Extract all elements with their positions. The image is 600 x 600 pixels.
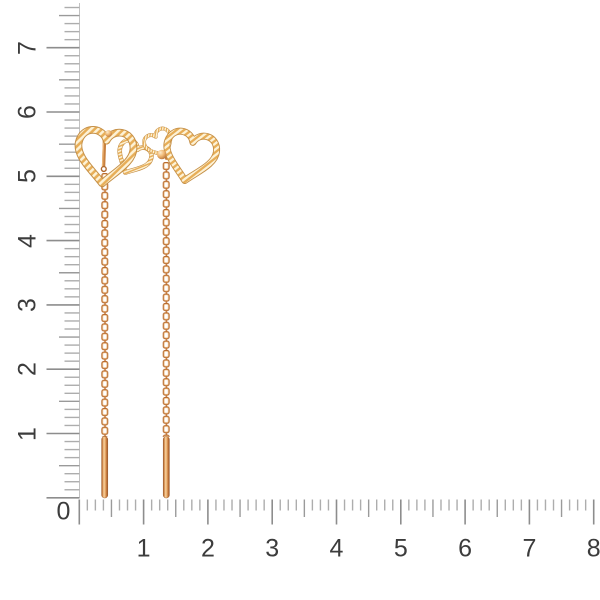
earring-left-bar (101, 436, 108, 499)
v-ruler-label-5: 5 (13, 169, 41, 184)
h-ruler-label-1: 1 (136, 534, 151, 563)
h-ruler-label-3: 3 (265, 534, 280, 563)
h-ruler-label-2: 2 (200, 534, 215, 563)
horizontal-ruler (78, 499, 595, 525)
h-ruler-label-8: 8 (586, 534, 600, 563)
vertical-ruler (46, 3, 80, 499)
ruler-label-zero: 0 (56, 497, 71, 525)
earring-right (139, 123, 219, 499)
v-ruler-label-4: 4 (13, 233, 41, 248)
earring-right-bar (162, 436, 170, 499)
earring-left-chain (100, 173, 109, 437)
earring-left-ball (105, 130, 112, 137)
h-ruler-label-5: 5 (393, 534, 408, 563)
earring-right-ball (157, 149, 167, 160)
earring-left (75, 128, 155, 499)
h-ruler-label-6: 6 (458, 534, 473, 563)
h-ruler-label-7: 7 (522, 534, 537, 563)
h-ruler-label-4: 4 (329, 534, 344, 563)
earring-right-chain (162, 162, 171, 437)
v-ruler-label-2: 2 (13, 362, 41, 377)
v-ruler-label-1: 1 (13, 426, 41, 441)
v-ruler-label-6: 6 (13, 105, 41, 119)
v-ruler-label-7: 7 (13, 40, 41, 55)
v-ruler-label-3: 3 (13, 297, 41, 312)
